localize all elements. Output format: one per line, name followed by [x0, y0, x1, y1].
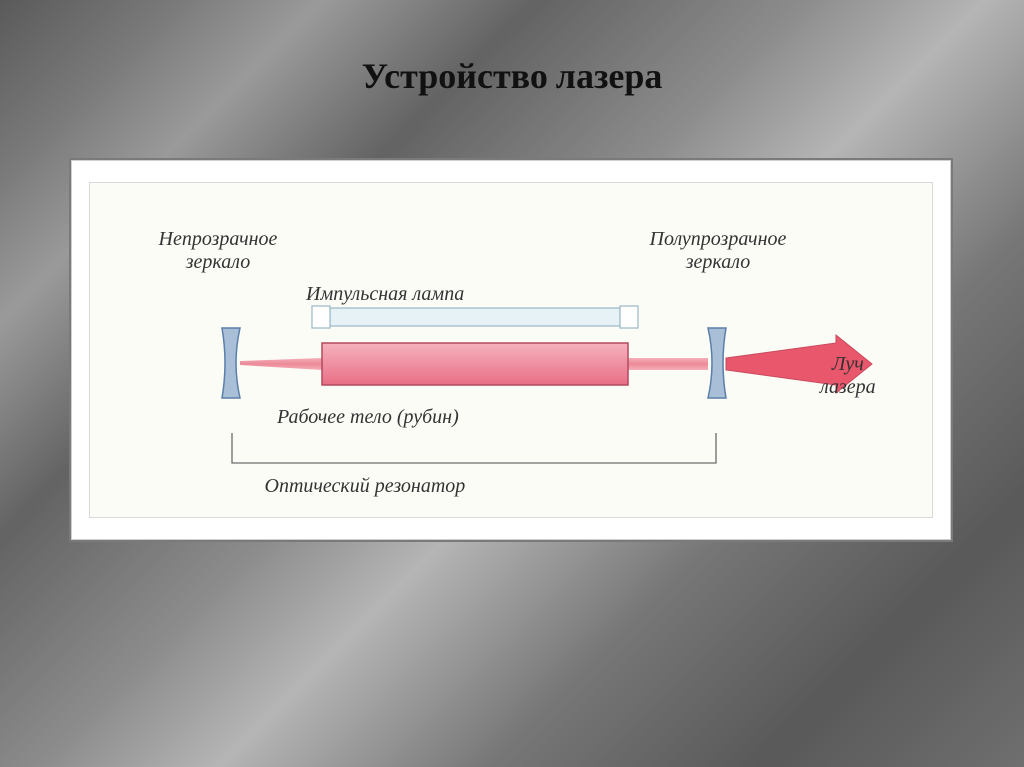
- label-opaque-mirror: Непрозрачное зеркало: [159, 228, 278, 274]
- slide-title: Устройство лазера: [0, 55, 1024, 97]
- label-flash-lamp: Импульсная лампа: [306, 283, 464, 306]
- slide-background: Устройство лазера Непрозрачное зеркало П…: [0, 0, 1024, 767]
- diagram-inner: Непрозрачное зеркало Полупрозрачное зерк…: [89, 182, 933, 518]
- label-resonator: Оптический резонатор: [265, 475, 466, 498]
- label-beam: Луч лазера: [820, 353, 876, 399]
- diagram-panel: Непрозрачное зеркало Полупрозрачное зерк…: [69, 158, 953, 542]
- label-semi-mirror: Полупрозрачное зеркало: [650, 228, 787, 274]
- label-working-body: Рабочее тело (рубин): [277, 406, 459, 429]
